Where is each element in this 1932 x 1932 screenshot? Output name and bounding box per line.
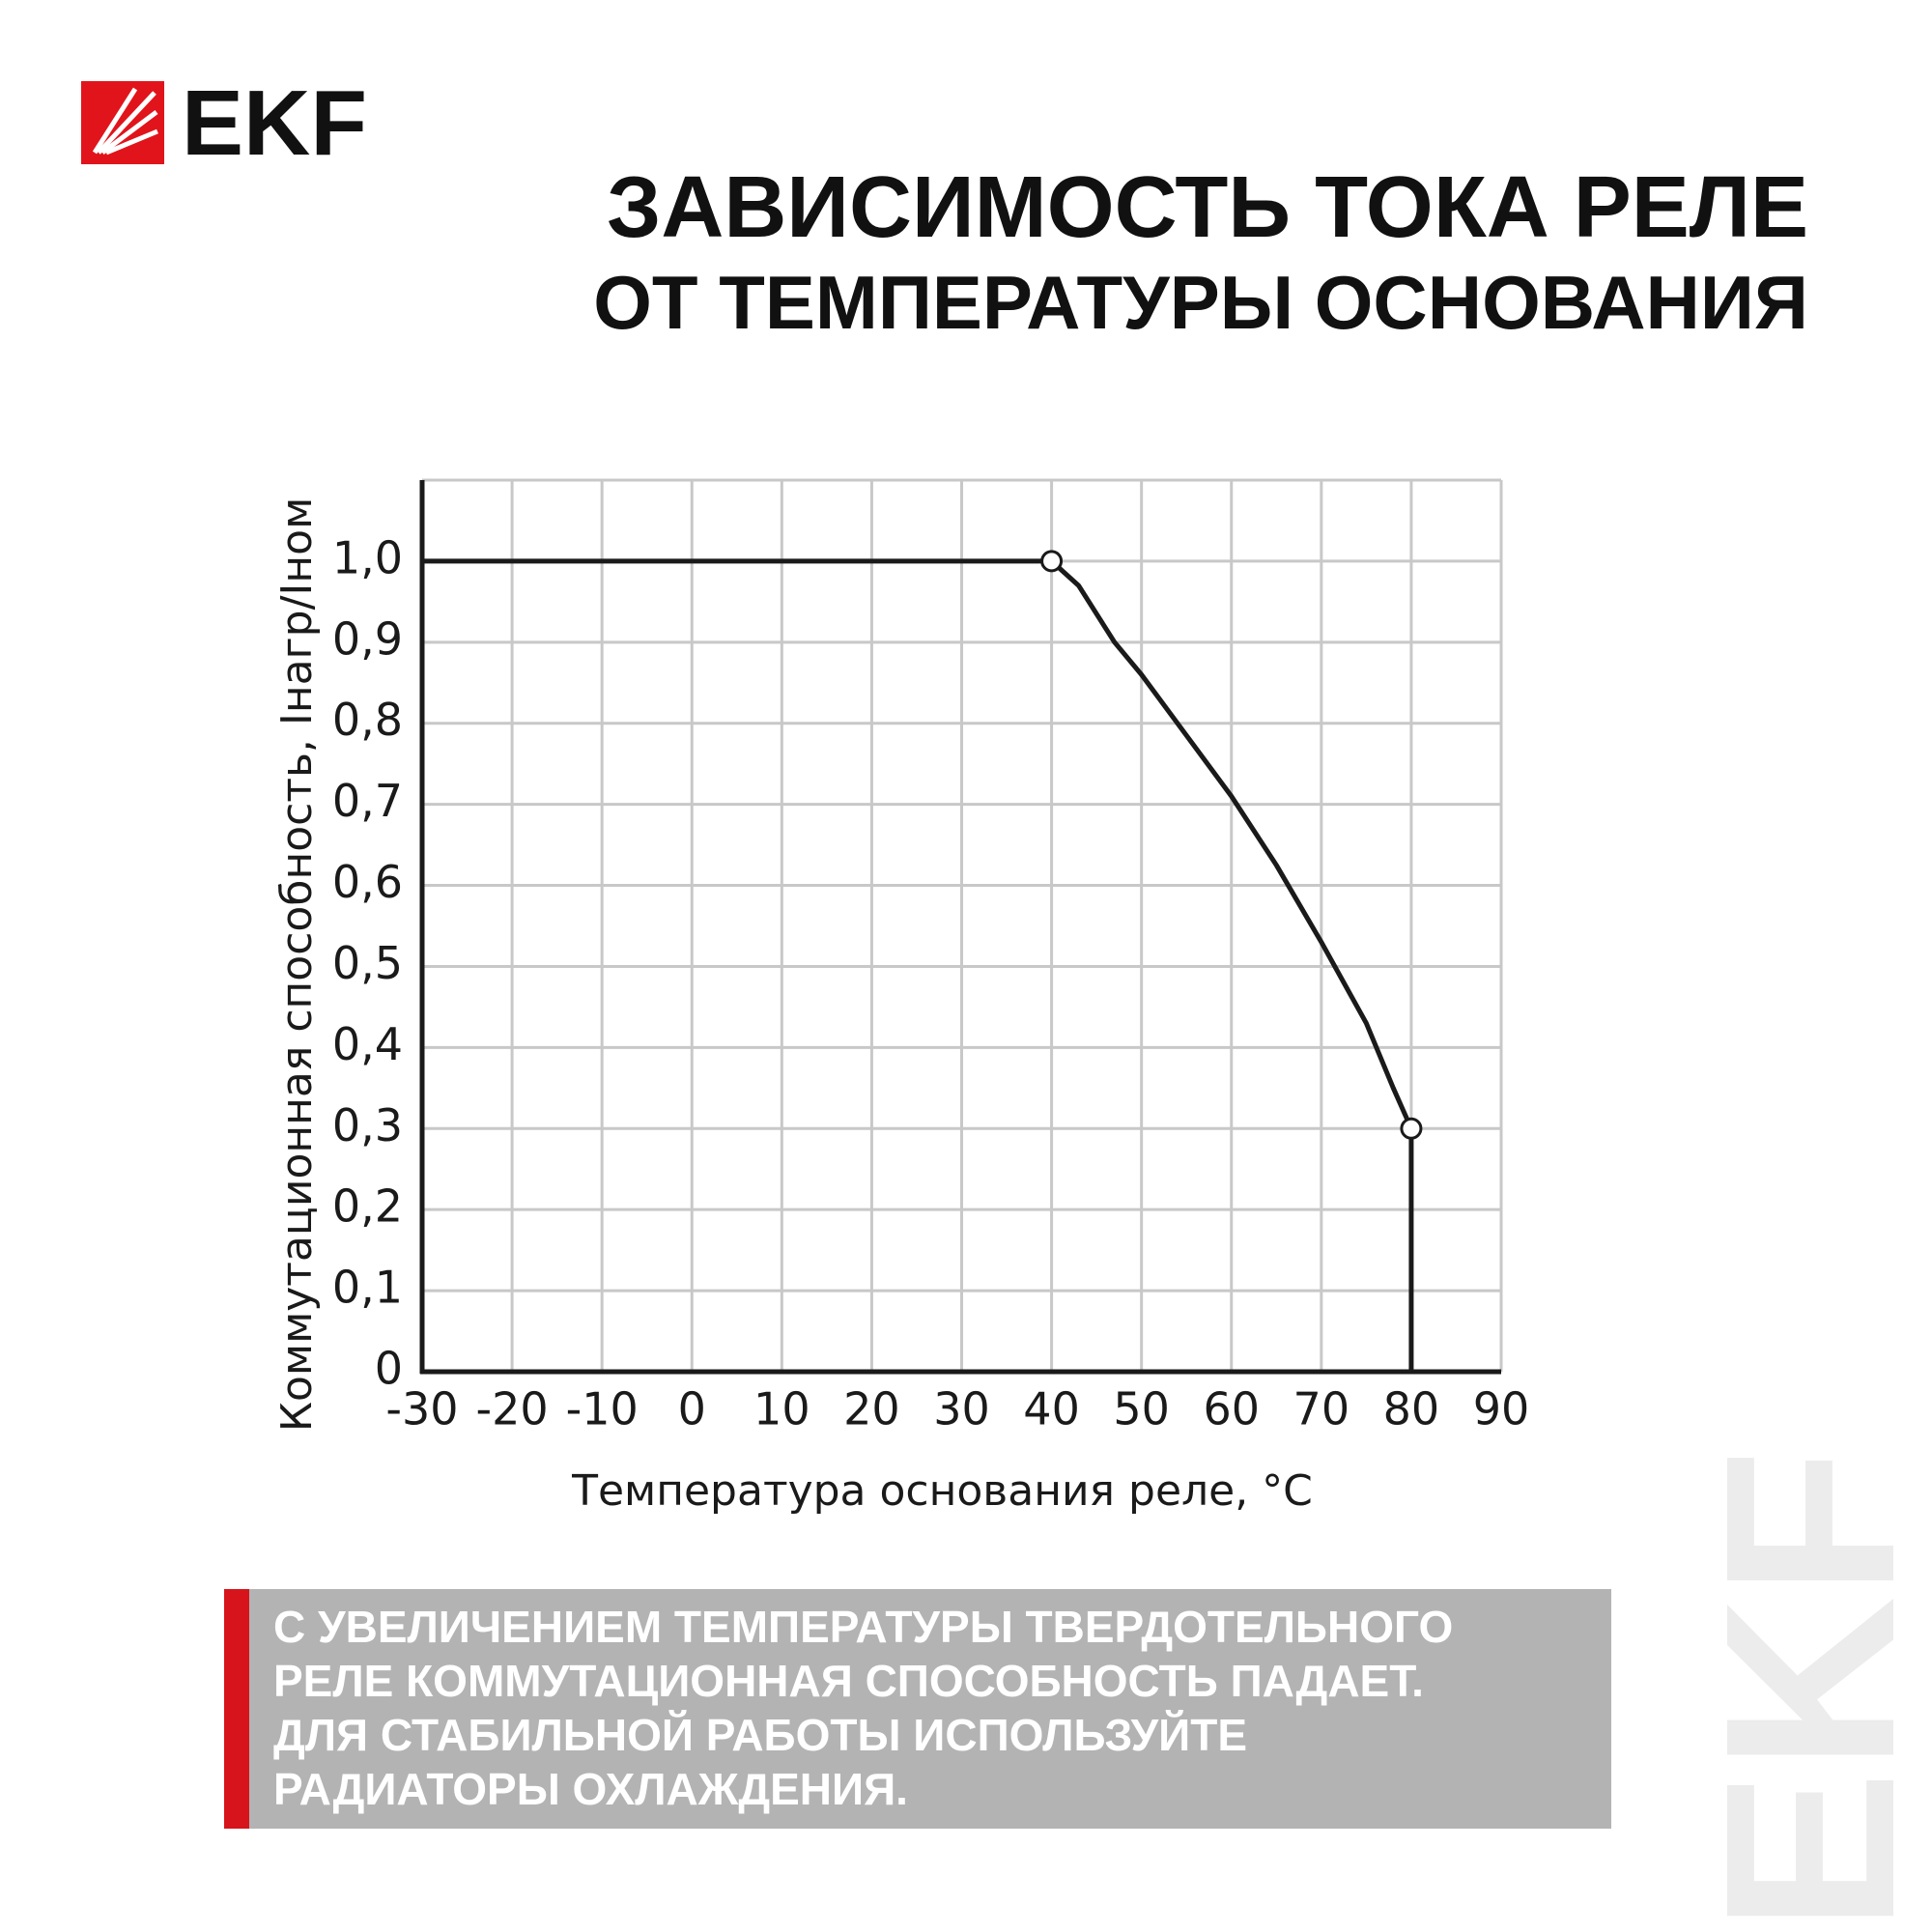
y-tick-label: 0,9 — [332, 612, 403, 665]
description-accent — [224, 1589, 249, 1829]
description-box — [224, 1589, 1611, 1829]
y-tick-label: 0,3 — [332, 1099, 403, 1151]
logo-text: EKF — [182, 71, 367, 175]
description-line: РАДИАТОРЫ ОХЛАЖДЕНИЯ. — [273, 1764, 908, 1814]
y-tick-label: 0,1 — [332, 1262, 403, 1314]
x-tick-label: 10 — [753, 1383, 810, 1435]
logo-rays — [92, 87, 158, 156]
y-axis-title: Коммутационная способность, Iнагр/Iном — [272, 497, 322, 1433]
y-tick-label: 0,2 — [332, 1180, 403, 1233]
point-marker — [1040, 550, 1064, 573]
chart-title: ЗАВИСИМОСТЬ ТОКА РЕЛЕ — [607, 159, 1808, 256]
description: С УВЕЛИЧЕНИЕМ ТЕМПЕРАТУРЫ ТВЕРДОТЕЛЬНОГО… — [273, 1602, 1453, 1814]
x-tick-label: -10 — [566, 1383, 639, 1435]
description-line: РЕЛЕ КОММУТАЦИОННАЯ СПОСОБНОСТЬ ПАДАЕТ. — [273, 1656, 1424, 1706]
x-tick-label: 60 — [1203, 1383, 1260, 1435]
x-tick-label: -20 — [476, 1383, 549, 1435]
x-axis-title: Температура основания реле, °C — [571, 1466, 1313, 1516]
watermark: EKF — [1675, 1449, 1932, 1932]
y-tick-label: 0 — [375, 1343, 403, 1395]
x-tick-label: -30 — [385, 1383, 458, 1435]
x-tick-label: 70 — [1293, 1383, 1350, 1435]
plot: -30 -20 -10 0 10 20 30 40 50 60 70 80 90 0 0,1 0,2 0,3 0,… — [272, 478, 1530, 1516]
x-tick-label: 20 — [843, 1383, 900, 1435]
x-tick-label: 50 — [1113, 1383, 1170, 1435]
x-tick-label: 90 — [1473, 1383, 1530, 1435]
y-tick-label: 0,4 — [332, 1018, 403, 1070]
x-tick-label: 80 — [1383, 1383, 1440, 1435]
point-marker — [1400, 1117, 1423, 1140]
y-tick-label: 1,0 — [332, 531, 403, 583]
chart-subtitle: ОТ ТЕМПЕРАТУРЫ ОСНОВАНИЯ — [593, 260, 1808, 345]
description-line: ДЛЯ СТАБИЛЬНОЙ РАБОТЫ ИСПОЛЬЗУЙТЕ — [273, 1710, 1247, 1760]
y-tick-label: 0,6 — [332, 856, 403, 908]
x-tick-label: 40 — [1023, 1383, 1080, 1435]
y-tick-label: 0,8 — [332, 694, 403, 746]
x-tick-label: 30 — [933, 1383, 990, 1435]
y-tick-label: 0,5 — [332, 937, 403, 989]
x-tick-label: 0 — [678, 1383, 706, 1435]
y-tick-label: 0,7 — [332, 775, 403, 827]
data-line — [422, 558, 1414, 1372]
description-line: С УВЕЛИЧЕНИЕМ ТЕМПЕРАТУРЫ ТВЕРДОТЕЛЬНОГО — [273, 1602, 1453, 1652]
